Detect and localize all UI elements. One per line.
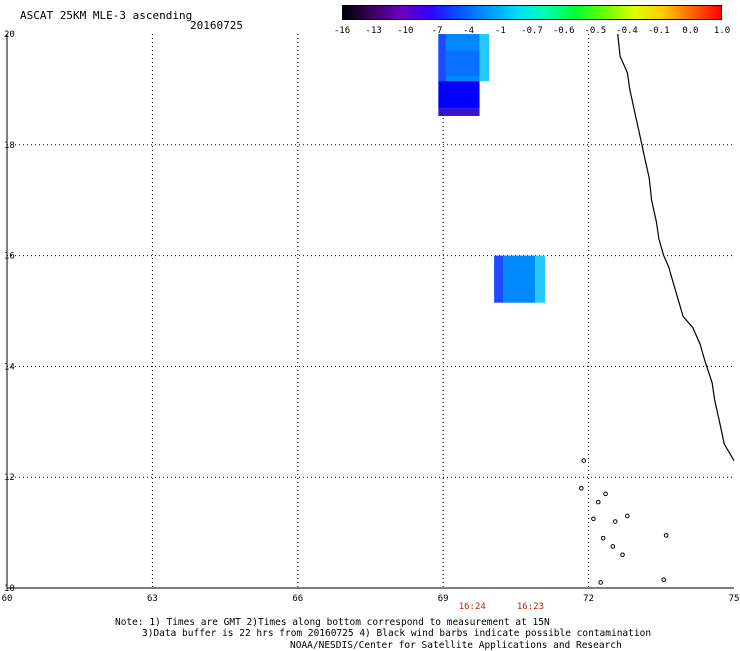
lat-label: 12 <box>4 473 15 483</box>
wind-data-cell <box>438 34 446 82</box>
lat-label: 14 <box>4 362 15 372</box>
colorbar-tick-label: -13 <box>365 26 382 36</box>
island <box>581 458 587 463</box>
pass-time-label: 16:24 <box>459 602 486 612</box>
island <box>610 544 616 549</box>
note-line-2: 3)Data buffer is 22 hrs from 20160725 4)… <box>142 628 652 639</box>
island <box>591 516 596 522</box>
colorbar-tick-label: -0.6 <box>552 26 575 36</box>
wind-data-cell <box>494 255 504 303</box>
island <box>661 577 667 582</box>
island <box>612 519 618 524</box>
lat-label: 10 <box>4 584 15 594</box>
footer-notes: Note: 1) Times are GMT 2)Times along bot… <box>115 617 651 639</box>
island <box>595 499 601 505</box>
colorbar <box>342 5 722 20</box>
island <box>603 491 608 497</box>
lon-label: 69 <box>438 594 449 604</box>
colorbar-tick-label: -0.5 <box>584 26 607 36</box>
wind-data-cell <box>445 50 480 76</box>
wind-data-cell <box>438 81 480 109</box>
colorbar-tick-label: 1.0 <box>713 26 731 36</box>
colorbar-tick-label: -0.4 <box>616 26 638 36</box>
lat-label: 18 <box>4 141 15 151</box>
coastline <box>617 33 735 461</box>
island <box>579 485 584 491</box>
island <box>598 580 604 585</box>
colorbar-tick-label: -7 <box>431 26 443 36</box>
colorbar-tick-label: -4 <box>463 26 475 36</box>
wind-data-cell <box>503 255 536 303</box>
pass-time-label: 16:23 <box>517 602 544 612</box>
wind-data-cell <box>479 34 490 82</box>
chart-title: ASCAT 25KM MLE-3 ascending <box>20 9 193 22</box>
island <box>620 552 625 558</box>
colorbar-tick-label: -1 <box>494 26 506 36</box>
lat-label: 20 <box>4 30 15 40</box>
wind-data-cell <box>438 108 480 116</box>
colorbar-tick-label: -0.1 <box>647 26 670 36</box>
lon-label: 66 <box>292 594 303 604</box>
island <box>663 533 669 538</box>
colorbar-tick-label: 0.0 <box>682 26 699 36</box>
lon-label: 75 <box>729 594 740 604</box>
colorbar-tick-label: -10 <box>397 26 414 36</box>
wind-data-cell <box>535 255 545 303</box>
island <box>625 513 630 519</box>
lon-label: 63 <box>147 594 158 604</box>
lat-label: 16 <box>4 252 15 262</box>
lon-label: 60 <box>2 594 13 604</box>
colorbar-tick-label: -0.7 <box>521 26 543 36</box>
lon-label: 72 <box>583 594 594 604</box>
island <box>600 535 606 541</box>
chart-date: 20160725 <box>190 19 243 32</box>
credit-line: NOAA/NESDIS/Center for Satellite Applica… <box>290 640 622 651</box>
colorbar-tick-label: -16 <box>333 26 351 36</box>
note-line-1: Note: 1) Times are GMT 2)Times along bot… <box>115 617 550 628</box>
